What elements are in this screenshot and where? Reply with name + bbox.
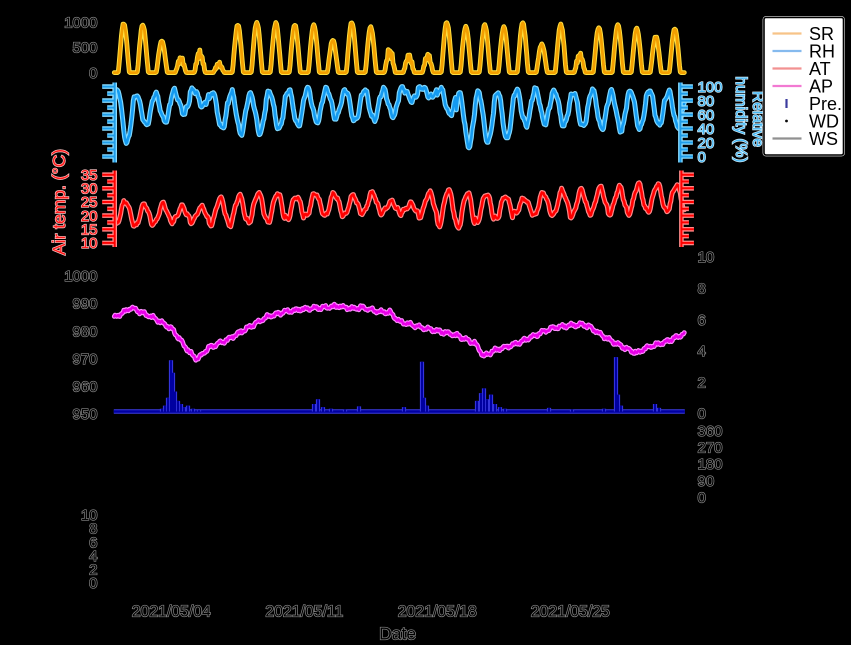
svg-text:2: 2 <box>698 374 706 391</box>
svg-text:humidity (%): humidity (%) <box>732 76 749 162</box>
svg-text:10: 10 <box>81 507 98 524</box>
svg-text:0: 0 <box>89 575 97 592</box>
svg-text:90: 90 <box>698 473 715 490</box>
svg-text:1000: 1000 <box>64 268 97 285</box>
svg-text:8: 8 <box>89 521 97 538</box>
svg-text:Pre.: Pre. <box>809 94 842 114</box>
svg-text:Relative: Relative <box>749 91 766 147</box>
svg-text:180: 180 <box>698 456 723 473</box>
svg-text:970: 970 <box>72 351 97 368</box>
svg-text:270: 270 <box>698 439 723 456</box>
svg-text:AP: AP <box>809 76 833 96</box>
svg-text:4: 4 <box>698 343 706 360</box>
svg-text:360: 360 <box>698 423 723 440</box>
svg-text:2021/05/18: 2021/05/18 <box>398 604 477 621</box>
svg-text:20: 20 <box>81 208 98 225</box>
svg-text:4: 4 <box>89 548 97 565</box>
svg-text:40: 40 <box>698 121 715 138</box>
svg-text:Air temp. (°C): Air temp. (°C) <box>49 149 69 255</box>
svg-text:AT: AT <box>809 59 831 79</box>
svg-text:WS: WS <box>809 129 838 149</box>
svg-text:35: 35 <box>81 167 98 184</box>
svg-text:25: 25 <box>81 194 98 211</box>
svg-text:0: 0 <box>698 406 706 423</box>
svg-text:960: 960 <box>72 379 97 396</box>
svg-text:2021/05/11: 2021/05/11 <box>265 604 343 621</box>
svg-text:30: 30 <box>81 181 98 198</box>
svg-text:60: 60 <box>698 107 715 124</box>
svg-text:6: 6 <box>698 312 706 329</box>
svg-text:8: 8 <box>698 281 706 298</box>
svg-text:0: 0 <box>89 65 97 82</box>
svg-text:Date: Date <box>379 624 416 644</box>
svg-text:RH: RH <box>809 41 835 61</box>
svg-text:0: 0 <box>698 490 706 507</box>
svg-text:100: 100 <box>698 79 723 96</box>
svg-text:500: 500 <box>72 40 97 57</box>
svg-text:2021/05/25: 2021/05/25 <box>531 604 610 621</box>
svg-text:10: 10 <box>81 235 98 252</box>
svg-text:990: 990 <box>72 296 97 313</box>
svg-text:10: 10 <box>698 249 715 266</box>
svg-text:2: 2 <box>89 562 97 579</box>
svg-text:15: 15 <box>81 222 98 239</box>
svg-text:2021/05/04: 2021/05/04 <box>132 604 211 621</box>
svg-text:0: 0 <box>698 149 706 166</box>
svg-text:950: 950 <box>72 406 97 423</box>
svg-text:80: 80 <box>698 93 715 110</box>
svg-text:980: 980 <box>72 323 97 340</box>
svg-text:6: 6 <box>89 534 97 551</box>
svg-text:WD: WD <box>809 111 839 131</box>
svg-text:20: 20 <box>698 135 715 152</box>
svg-text:SR: SR <box>809 24 834 44</box>
svg-text:1000: 1000 <box>64 15 97 32</box>
